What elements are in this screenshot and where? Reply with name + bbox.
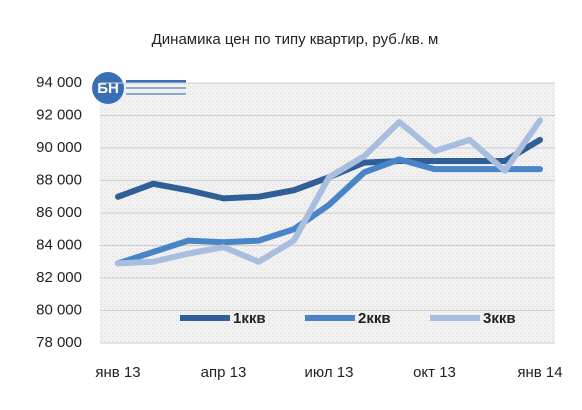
x-tick-label: апр 13 [201, 364, 247, 381]
chart-title: Динамика цен по типу квартир, руб./кв. м [152, 31, 439, 48]
legend-label: 2ккв [358, 310, 391, 327]
y-tick-label: 78 000 [36, 334, 82, 351]
series-line [115, 156, 543, 267]
legend-label: 1ккв [233, 310, 266, 327]
logo: БН [92, 72, 186, 104]
x-tick-label: янв 14 [517, 364, 562, 381]
y-tick-label: 80 000 [36, 301, 82, 318]
y-tick-label: 90 000 [36, 139, 82, 156]
y-tick-label: 82 000 [36, 269, 82, 286]
x-tick-label: окт 13 [413, 364, 456, 381]
y-tick-label: 92 000 [36, 106, 82, 123]
series-line [115, 117, 543, 267]
x-tick-label: июл 13 [305, 364, 354, 381]
logo-text: БН [97, 80, 119, 97]
y-tick-label: 88 000 [36, 171, 82, 188]
y-tick-label: 84 000 [36, 236, 82, 253]
y-tick-label: 94 000 [36, 74, 82, 91]
x-tick-label: янв 13 [95, 364, 140, 381]
legend-label: 3ккв [483, 310, 516, 327]
y-tick-label: 86 000 [36, 204, 82, 221]
